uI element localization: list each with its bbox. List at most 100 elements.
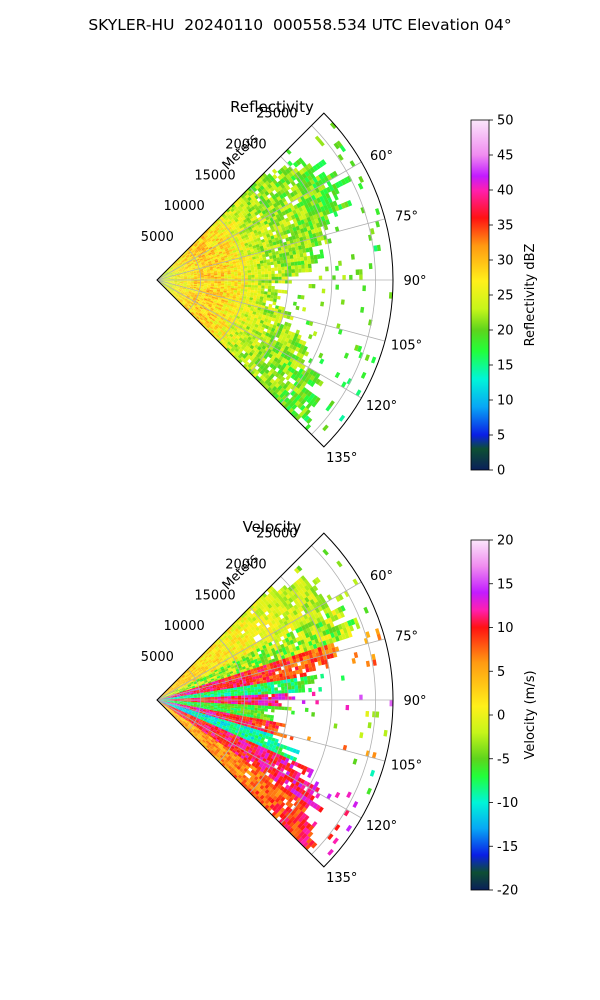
radar-gate [236, 315, 241, 320]
radar-gate [355, 622, 361, 630]
radar-gate [200, 259, 204, 262]
radar-gate [223, 318, 228, 323]
radar-gate [259, 677, 264, 682]
radar-gate [187, 292, 192, 296]
radar-gate [229, 685, 234, 689]
radar-gate [244, 203, 249, 208]
radar-gate [240, 251, 245, 256]
radar-gate [288, 269, 292, 274]
radar-gate [202, 306, 207, 310]
radar-gate [267, 229, 273, 234]
radar-gate [207, 285, 211, 288]
radar-gate [299, 353, 305, 359]
radar-gate [209, 321, 214, 325]
radar-gate [237, 689, 241, 692]
radar-gate [287, 371, 294, 378]
radar-gate [189, 680, 194, 684]
radar-gate [209, 247, 214, 252]
radar-gate [284, 209, 290, 215]
radar-gate [297, 241, 302, 247]
radar-gate [222, 650, 227, 655]
radar-gate [284, 665, 289, 670]
radar-gate [197, 261, 202, 265]
radar-gate [317, 637, 323, 643]
radar-gate [208, 327, 213, 332]
radar-gate [234, 700, 238, 703]
theta-tick-label: 135° [326, 451, 357, 466]
radar-gate [334, 181, 341, 189]
radar-gate [388, 292, 393, 299]
radar-gate [230, 289, 234, 293]
radar-gate [316, 236, 321, 242]
radar-gate [160, 281, 164, 283]
radar-gate [288, 689, 292, 694]
radar-gate [167, 701, 171, 702]
radar-gate [249, 356, 254, 362]
radar-gate [246, 260, 250, 264]
radar-gate [244, 282, 248, 285]
radar-gate [296, 565, 303, 572]
radar-gate [232, 234, 238, 239]
radar-gate [304, 623, 310, 630]
radar-gate [184, 252, 188, 256]
radar-gate [204, 697, 208, 699]
radar-gate [191, 671, 196, 675]
radar-gate [288, 171, 294, 178]
radar-gate [176, 275, 181, 277]
radar-gate [280, 178, 286, 184]
radar-gate [279, 231, 285, 237]
radar-gate [179, 693, 184, 696]
radar-gate [205, 255, 210, 259]
radar-gate [171, 288, 175, 292]
radar-gate [236, 262, 240, 266]
radar-gate [277, 637, 282, 643]
radar-gate [169, 694, 174, 696]
radar-gate [210, 701, 215, 704]
radar-gate [242, 191, 248, 197]
radar-gate [301, 349, 307, 356]
radar-gate [224, 274, 228, 277]
radar-gate [229, 681, 233, 685]
radar-gate [190, 681, 194, 685]
radar-gate [226, 291, 231, 294]
radar-gate [177, 680, 181, 684]
radar-gate [203, 298, 208, 301]
radar-gate [272, 173, 278, 180]
radar-gate [201, 683, 206, 686]
radar-gate [276, 680, 281, 685]
radar-gate [261, 314, 267, 319]
radar-gate [195, 677, 200, 681]
radar-gate [193, 242, 198, 247]
radar-gate [253, 308, 258, 313]
radar-gate [261, 652, 267, 657]
radar-gate [284, 345, 290, 351]
radar-gate [223, 335, 228, 340]
radar-gate [224, 698, 228, 701]
radar-gate [209, 325, 214, 330]
radar-gate [251, 242, 256, 247]
radar-gate [208, 295, 212, 298]
radar-gate [259, 369, 265, 375]
radar-gate [174, 261, 178, 265]
radar-gate [227, 335, 232, 340]
radar-gate [202, 675, 206, 679]
radar-gate [170, 688, 174, 691]
radar-gate [334, 205, 340, 212]
radar-gate [304, 591, 310, 598]
radar-gate [289, 239, 294, 245]
radar-gate [201, 294, 206, 297]
radar-gate [180, 701, 184, 703]
radar-gate [263, 335, 269, 340]
radar-gate [196, 679, 201, 683]
radar-gate [170, 702, 174, 704]
radar-gate [267, 598, 273, 604]
radar-gate [259, 257, 264, 262]
radar-gate [293, 242, 298, 248]
radar-gate [179, 294, 183, 298]
radar-gate [259, 180, 265, 186]
radar-gate [194, 264, 199, 267]
radar-gate [170, 687, 174, 691]
radar-gate [205, 303, 209, 307]
radar-gate [265, 322, 271, 327]
radar-gate [238, 667, 243, 671]
